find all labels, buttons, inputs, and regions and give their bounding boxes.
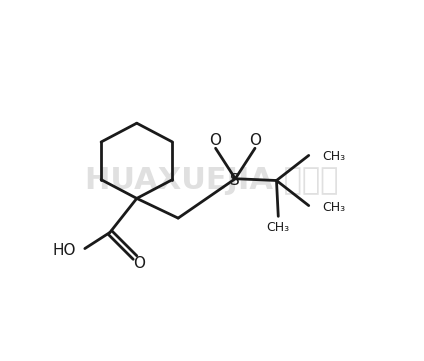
Text: HUAXUEJIA 化学加: HUAXUEJIA 化学加 (85, 166, 339, 195)
Text: HO: HO (53, 243, 76, 257)
Text: O: O (249, 133, 261, 148)
Text: CH₃: CH₃ (322, 151, 346, 164)
Text: CH₃: CH₃ (322, 201, 346, 214)
Text: CH₃: CH₃ (267, 221, 290, 234)
Text: O: O (133, 256, 145, 271)
Text: O: O (209, 133, 222, 148)
Text: S: S (230, 173, 240, 188)
